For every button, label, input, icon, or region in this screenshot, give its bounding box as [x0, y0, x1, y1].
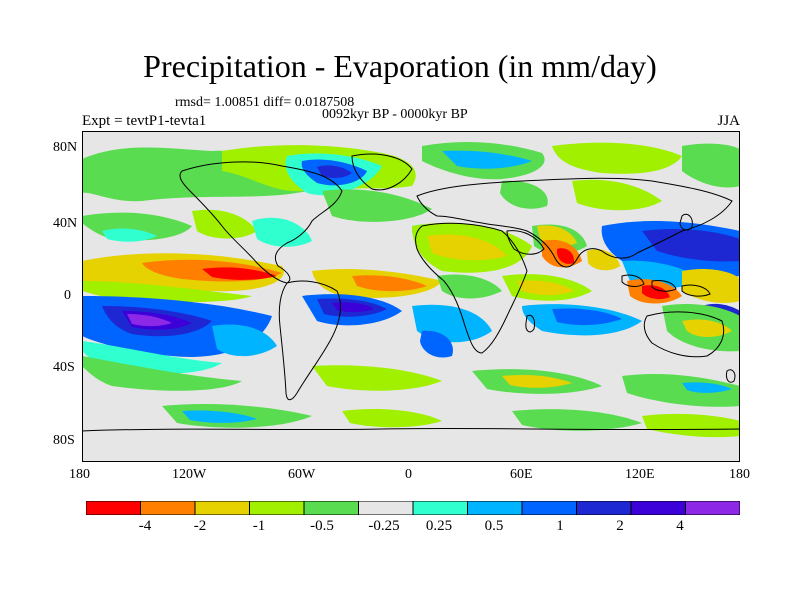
- europe-patch: [500, 180, 548, 209]
- colorbar-label: 0.5: [484, 518, 504, 534]
- australia-patch: [682, 319, 732, 337]
- japan-outline: [679, 213, 693, 231]
- equatorial-atlantic-patch: [352, 275, 427, 292]
- south-america-outline: [278, 280, 341, 401]
- colorbar-segment: [521, 501, 577, 515]
- colorbar-segment: [467, 501, 523, 515]
- sahel-patch: [427, 234, 507, 261]
- tropical-pacific-patch: [682, 268, 740, 303]
- y-tick-label: 80S: [53, 433, 75, 448]
- x-tick-label: 60W: [288, 467, 316, 482]
- arctic-patch: [682, 143, 740, 188]
- north-pacific-patch: [102, 228, 157, 242]
- north-america-outline: [179, 161, 343, 284]
- colorbar-label: 4: [676, 518, 684, 534]
- southern-ocean-patch: [512, 409, 642, 431]
- period-line: 0092kyr BP - 0000kyr BP: [322, 107, 468, 122]
- x-tick-label: 0: [405, 467, 412, 482]
- colorbar-label: -1: [252, 518, 266, 534]
- southern-ocean-patch: [342, 409, 442, 428]
- island-outline: [681, 284, 711, 297]
- indian-ocean-patch: [517, 280, 574, 296]
- madagascar-outline: [525, 314, 535, 333]
- colorbar-label: 0.25: [425, 518, 453, 534]
- new-zealand-outline: [726, 369, 736, 383]
- maritime-continent-patch: [642, 285, 670, 300]
- colorbar-label: -0.25: [368, 518, 400, 534]
- colorbar-segment: [358, 501, 414, 515]
- y-tick-label: 0: [64, 288, 71, 303]
- southern-ocean-patch: [682, 382, 732, 393]
- greenland-patch: [442, 150, 532, 169]
- colorbar-segment: [249, 501, 305, 515]
- x-tick-label: 120W: [172, 467, 207, 482]
- itcz-patch: [202, 267, 277, 280]
- south-pacific-patch: [127, 314, 172, 327]
- south-atlantic-patch: [420, 330, 453, 358]
- congo-patch: [437, 274, 502, 299]
- north-atlantic-patch: [322, 189, 432, 222]
- africa-outline: [415, 222, 528, 354]
- south-indian-patch: [552, 308, 622, 326]
- colorbar-segment: [576, 501, 632, 515]
- colorbar-segment: [685, 501, 740, 515]
- greenland-outline: [351, 153, 413, 191]
- map-frame: [82, 131, 740, 462]
- colorbar-label: -4: [138, 518, 152, 534]
- india-patch: [557, 248, 575, 264]
- bay-of-bengal-patch: [587, 249, 620, 271]
- colorbar-segment: [140, 501, 196, 515]
- colorbar-segment: [303, 501, 359, 515]
- y-tick-label: 40N: [53, 216, 78, 231]
- southern-ocean-patch: [622, 374, 740, 407]
- island-outline: [621, 274, 645, 287]
- map-title: Precipitation - Evaporation (in mm/day): [143, 48, 657, 84]
- australia-outline: [643, 311, 725, 358]
- south-pacific-patch: [212, 324, 277, 357]
- north-atlantic-patch: [252, 217, 312, 247]
- antarctica-outline: [82, 427, 740, 432]
- south-atlantic-patch: [332, 302, 374, 313]
- west-pacific-patch: [642, 228, 740, 262]
- colorbar-segment: [194, 501, 250, 515]
- siberia-patch: [552, 142, 682, 174]
- colorbar-label: 2: [616, 518, 624, 534]
- colorbar-segment: [412, 501, 468, 515]
- coastlines: [82, 153, 740, 432]
- southern-ocean-patch: [182, 410, 257, 423]
- x-tick-label: 180: [729, 467, 750, 482]
- colorbar-segment: [86, 501, 141, 515]
- stats-line: rmsd= 1.00851 diff= 0.0187508: [175, 95, 355, 110]
- canada-patch: [317, 165, 352, 178]
- precip-minus-evap-map: [82, 131, 740, 462]
- southern-ocean-patch: [82, 356, 242, 391]
- y-tick-label: 40S: [53, 360, 75, 375]
- north-pacific-patch: [192, 209, 257, 239]
- y-tick-label: 80N: [53, 140, 78, 155]
- colorbar: [86, 501, 740, 515]
- x-tick-label: 180: [69, 467, 90, 482]
- island-outline: [651, 280, 677, 292]
- x-tick-label: 60E: [510, 467, 533, 482]
- southern-ocean-patch: [312, 365, 442, 391]
- colorbar-label: -2: [193, 518, 207, 534]
- eurasia-patch: [572, 179, 662, 211]
- x-tick-label: 120E: [625, 467, 655, 482]
- season-label: JJA: [717, 113, 740, 129]
- southern-ocean-patch: [502, 374, 572, 388]
- colorbar-label: 1: [556, 518, 564, 534]
- eurasia-outline: [416, 177, 733, 268]
- southern-ocean-patch: [642, 413, 740, 438]
- experiment-label: Expt = tevtP1-tevta1: [82, 113, 207, 129]
- colorbar-segment: [630, 501, 686, 515]
- arabia-outline: [506, 230, 545, 255]
- colorbar-label: -0.5: [310, 518, 334, 534]
